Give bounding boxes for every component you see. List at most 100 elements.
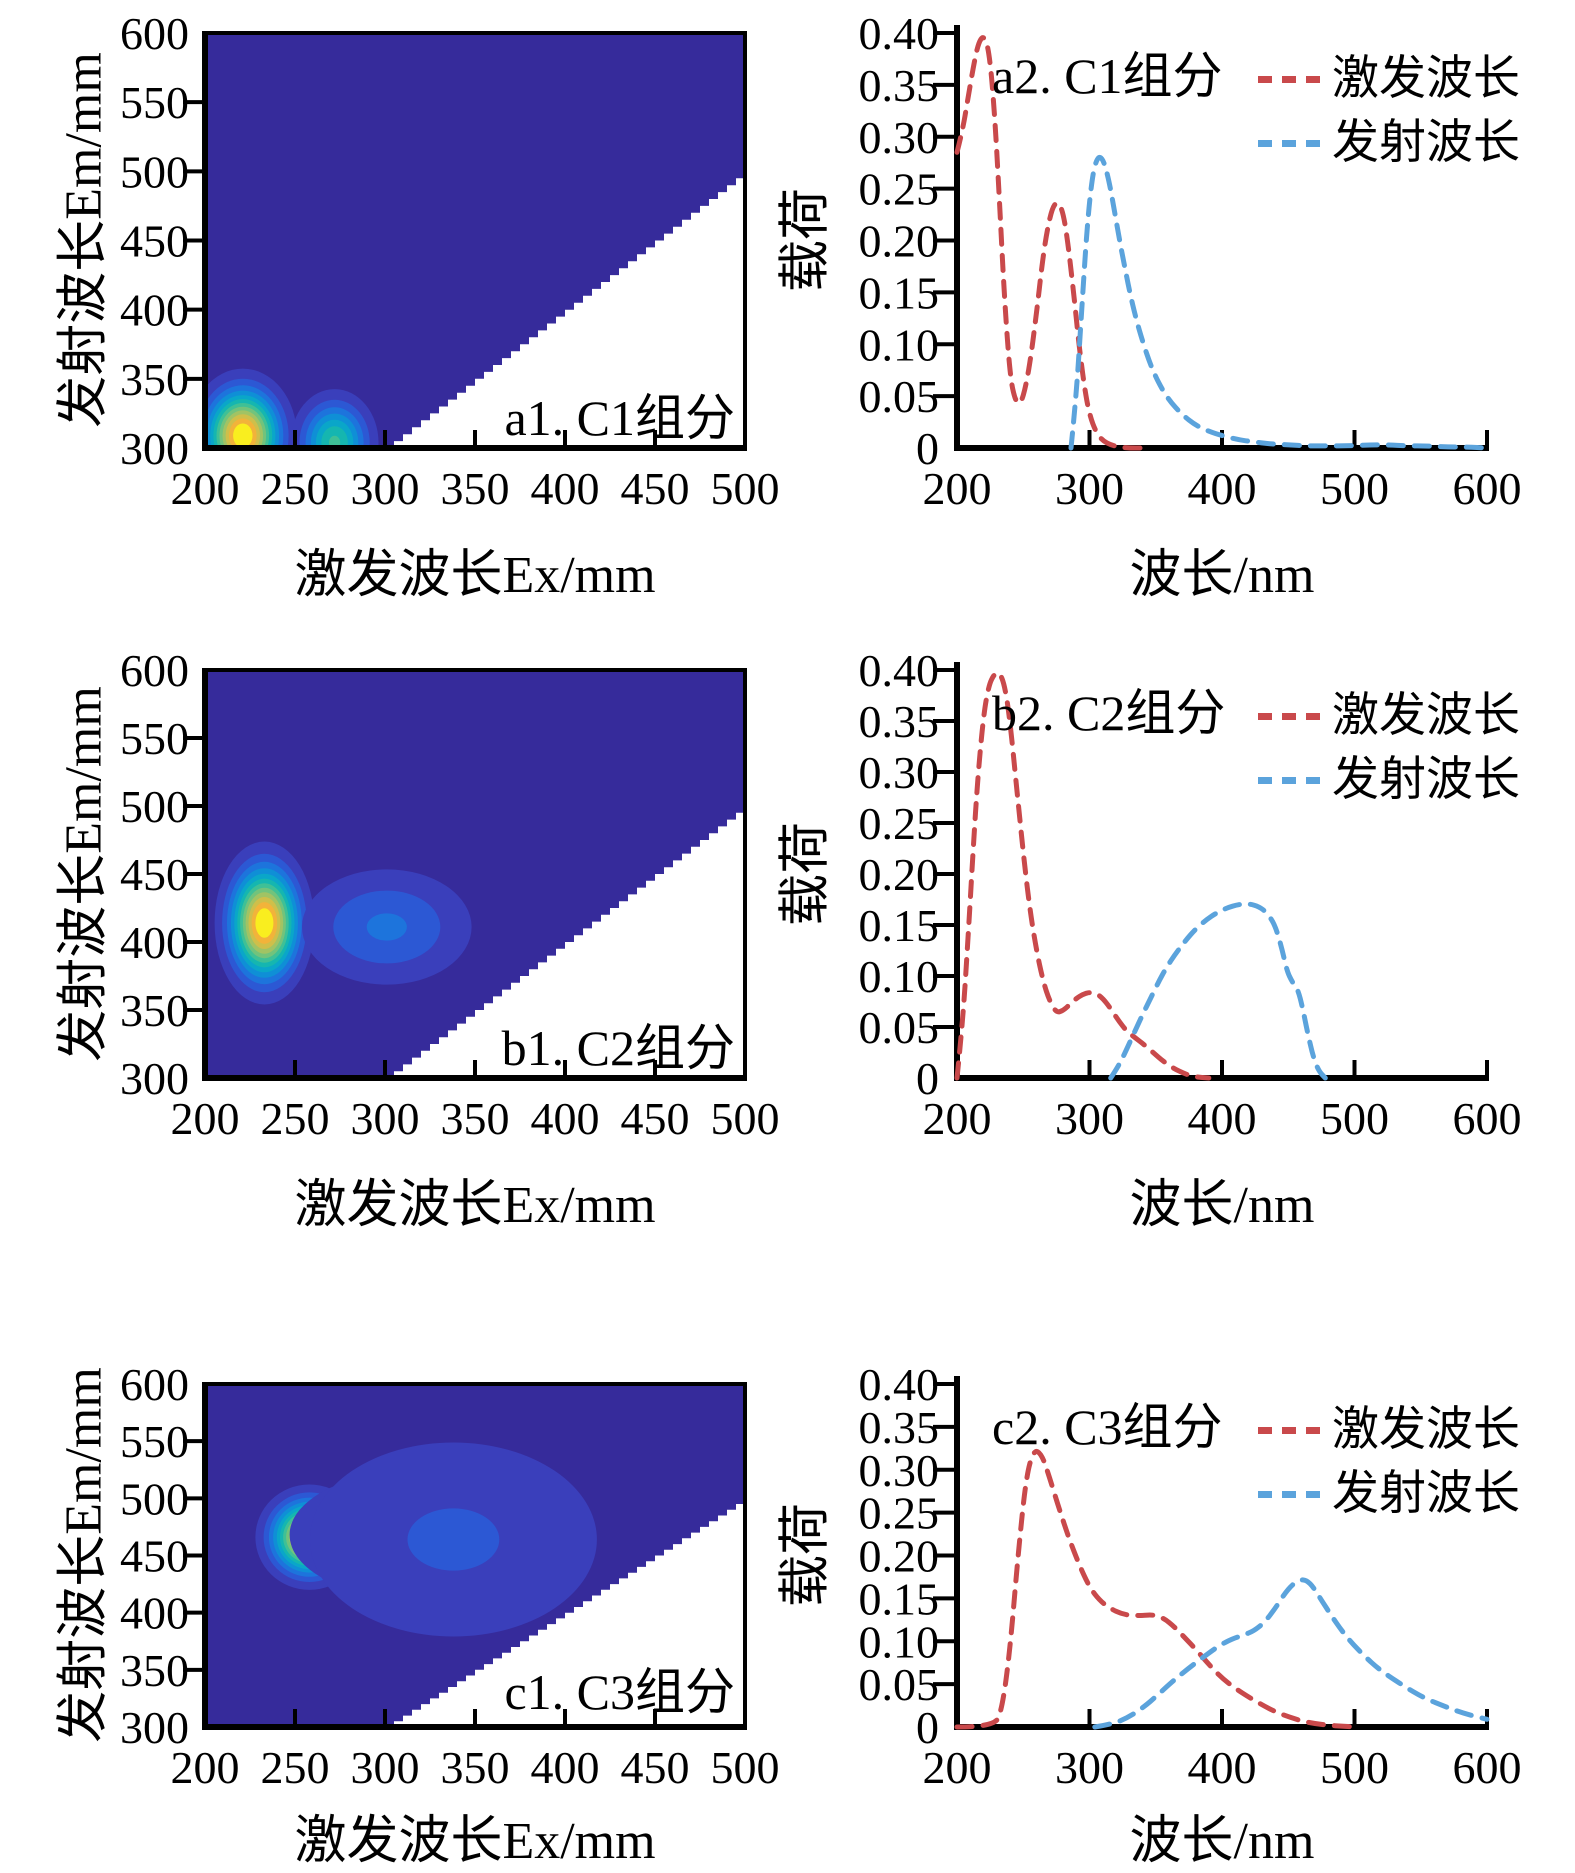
svg-text:400: 400 [1188,1093,1257,1144]
x-axis-title-b2: 波长/nm [1129,1177,1315,1234]
legend-label-emission: 发射波长 [1332,1468,1520,1520]
svg-text:300: 300 [120,423,189,474]
svg-text:0.20: 0.20 [859,216,940,267]
svg-text:550: 550 [120,77,189,128]
svg-text:0: 0 [916,423,939,474]
panel-title-b1: b1. C2组分 [501,1020,735,1076]
y-axis-title-a1: 发射波长Em/mm [55,52,113,428]
svg-text:350: 350 [120,1645,189,1696]
svg-text:0.30: 0.30 [859,112,940,163]
svg-text:500: 500 [120,781,189,832]
panel-title-a2: a2. C1组分 [992,48,1223,104]
legend-label-excitation: 激发波长 [1332,690,1520,742]
svg-text:0.35: 0.35 [859,696,940,747]
excitation-dash-swatch [1258,76,1320,83]
excitation-dash-swatch [1258,1427,1320,1434]
svg-text:0.05: 0.05 [859,371,940,422]
emission-dash-swatch [1258,140,1320,147]
svg-text:400: 400 [1188,1742,1257,1793]
svg-text:350: 350 [120,354,189,405]
x-axis-title-c2: 波长/nm [1129,1813,1315,1870]
svg-text:0.15: 0.15 [859,267,940,318]
svg-text:300: 300 [120,1053,189,1104]
svg-text:400: 400 [531,1093,600,1144]
panel-title-a1: a1. C1组分 [504,390,735,446]
svg-text:300: 300 [351,1093,420,1144]
svg-text:200: 200 [171,1742,240,1793]
svg-text:0.30: 0.30 [859,1445,940,1496]
svg-text:0.15: 0.15 [859,900,940,951]
svg-text:0.30: 0.30 [859,747,940,798]
svg-text:0.40: 0.40 [859,1359,940,1410]
svg-text:0.15: 0.15 [859,1573,940,1624]
svg-text:350: 350 [441,1742,510,1793]
svg-text:0.20: 0.20 [859,849,940,900]
y-axis-title-a2: 载荷 [777,187,835,293]
panel-title-c2: c2. C3组分 [992,1399,1223,1455]
svg-text:300: 300 [1055,1742,1124,1793]
svg-text:600: 600 [1453,1093,1522,1144]
svg-text:0.10: 0.10 [859,1616,940,1667]
excitation-dash-swatch [1258,713,1320,720]
svg-text:350: 350 [120,985,189,1036]
y-axis-title-c2: 载荷 [777,1502,835,1608]
svg-text:600: 600 [120,645,189,696]
svg-text:0.40: 0.40 [859,645,940,696]
svg-text:200: 200 [923,1742,992,1793]
svg-text:350: 350 [441,463,510,514]
legend-label-emission: 发射波长 [1332,754,1520,806]
svg-text:200: 200 [171,463,240,514]
svg-text:300: 300 [1055,463,1124,514]
svg-text:400: 400 [120,917,189,968]
svg-text:500: 500 [711,1742,780,1793]
legend-label-excitation: 激发波长 [1332,1404,1520,1456]
svg-text:0.25: 0.25 [859,798,940,849]
svg-text:500: 500 [120,1473,189,1524]
legend-label-excitation: 激发波长 [1332,53,1520,105]
svg-text:600: 600 [1453,1742,1522,1793]
svg-text:250: 250 [261,463,330,514]
svg-text:0: 0 [916,1702,939,1753]
svg-text:500: 500 [1320,1093,1389,1144]
svg-text:450: 450 [621,463,690,514]
svg-text:0.35: 0.35 [859,1402,940,1453]
svg-text:450: 450 [120,216,189,267]
svg-text:400: 400 [531,463,600,514]
svg-text:450: 450 [120,1531,189,1582]
svg-text:600: 600 [120,8,189,59]
svg-text:300: 300 [120,1702,189,1753]
svg-text:400: 400 [120,285,189,336]
svg-text:0.40: 0.40 [859,8,940,59]
svg-text:400: 400 [1188,463,1257,514]
svg-text:0.20: 0.20 [859,1531,940,1582]
svg-text:0.25: 0.25 [859,1488,940,1539]
svg-text:350: 350 [441,1093,510,1144]
svg-text:200: 200 [923,463,992,514]
svg-text:500: 500 [120,146,189,197]
emission-dash-swatch [1258,1491,1320,1498]
svg-text:450: 450 [621,1742,690,1793]
svg-text:0: 0 [916,1053,939,1104]
svg-text:550: 550 [120,1416,189,1467]
x-axis-title-a1: 激发波长Ex/mm [294,547,656,604]
x-axis-title-b1: 激发波长Ex/mm [294,1177,656,1234]
svg-text:500: 500 [711,463,780,514]
y-axis-title-c1: 发射波长Em/mm [55,1367,113,1743]
svg-text:500: 500 [711,1093,780,1144]
emission-dash-swatch [1258,777,1320,784]
svg-text:450: 450 [621,1093,690,1144]
svg-text:200: 200 [923,1093,992,1144]
svg-text:400: 400 [120,1588,189,1639]
panel-title-b2: b2. C2组分 [992,685,1226,741]
panel-title-c1: c1. C3组分 [504,1664,735,1720]
y-axis-title-b1: 发射波长Em/mm [55,686,113,1062]
svg-text:600: 600 [120,1359,189,1410]
svg-text:400: 400 [531,1742,600,1793]
svg-text:250: 250 [261,1742,330,1793]
svg-text:250: 250 [261,1093,330,1144]
svg-text:0.10: 0.10 [859,319,940,370]
legend-label-emission: 发射波长 [1332,117,1520,169]
svg-text:500: 500 [1320,1742,1389,1793]
